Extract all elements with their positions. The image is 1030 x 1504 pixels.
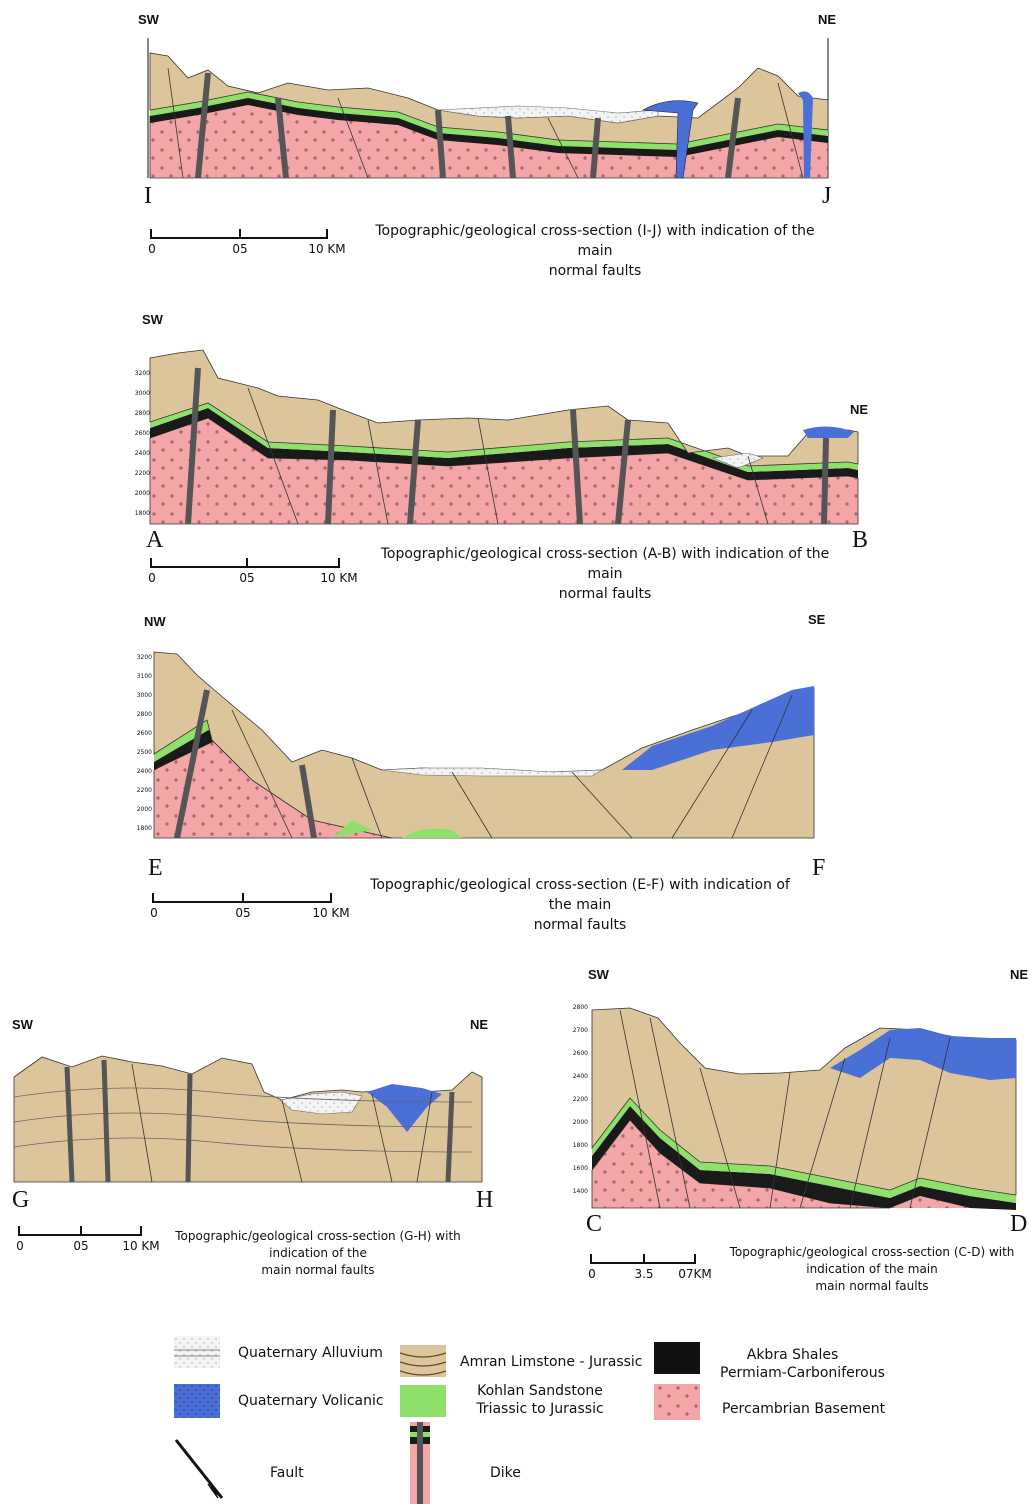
legend-volcanic-label: Quaternary Volicanic: [238, 1393, 384, 1409]
ef-scale-bar: 0 05 10 KM: [150, 893, 350, 923]
ab-axis-ticks: 3200 3000 2800 2600 2400 2200 2000 1800: [134, 370, 150, 517]
cd-scale-bar: 0 3.5 07KM: [588, 1254, 712, 1284]
legend-basement-swatch: [654, 1384, 700, 1420]
fault-symbol-icon: [174, 1439, 224, 1499]
ij-scale-label-0: 0: [148, 242, 156, 256]
cross-section-cd: [591, 1007, 1017, 1210]
legend-kohlan-swatch: [400, 1385, 446, 1417]
ab-right-direction: NE: [850, 402, 869, 417]
ef-left-direction: NW: [144, 614, 166, 629]
ab-left-endpoint: A: [146, 527, 164, 553]
ef-scale-label-10: 10 KM: [312, 906, 350, 920]
legend-volcanic-swatch: [174, 1384, 220, 1418]
gh-left-direction: SW: [12, 1017, 33, 1032]
ij-right-direction: NE: [818, 12, 837, 27]
ij-left-direction: SW: [138, 12, 159, 27]
ef-left-endpoint: E: [148, 855, 163, 881]
ab-caption: Topographic/geological cross-section (A-…: [380, 546, 830, 602]
ij-scale-label-10: 10 KM: [308, 242, 346, 256]
ij-right-endpoint: J: [822, 183, 832, 209]
cross-section-ab: [149, 349, 859, 525]
ab-scale-bar: 0 05 10 KM: [148, 558, 358, 588]
ab-scale-label-0: 0: [148, 571, 156, 585]
cross-section-gh: [13, 1055, 483, 1183]
legend-fault-label: Fault: [270, 1465, 304, 1481]
gh-scale-label-0: 0: [16, 1239, 24, 1253]
cd-scale-label-7: 07KM: [678, 1267, 712, 1281]
cross-section-ij: [147, 38, 829, 179]
ef-scale-label-0: 0: [150, 906, 158, 920]
legend-alluvium-label: Quaternary Alluvium: [238, 1345, 383, 1361]
legend-alluvium-swatch: [174, 1336, 220, 1368]
gh-scale-label-5: 05: [73, 1239, 89, 1253]
cd-right-endpoint: D: [1010, 1211, 1028, 1237]
legend-amran-swatch: [400, 1345, 446, 1377]
legend-akbra-label: Akbra Shales Permiam-Carboniferous: [720, 1347, 885, 1381]
ij-left-endpoint: I: [144, 183, 152, 209]
cd-left-endpoint: C: [586, 1211, 603, 1237]
legend-basement-label: Percambrian Basement: [722, 1401, 886, 1417]
legend-amran-label: Amran Limstone - Jurassic: [460, 1354, 643, 1370]
cd-axis-ticks: 2800 2700 2600 2400 2200 2000 1800 1600 1400: [572, 1004, 588, 1195]
cross-section-ef: [153, 651, 815, 839]
ef-axis-ticks: 3200 3100 3000 2800 2600 2500 2400 2200 2000 1800: [136, 654, 152, 832]
gh-scale-label-10: 10 KM: [122, 1239, 160, 1253]
ef-caption: Topographic/geological cross-section (E-…: [370, 877, 790, 933]
dike-symbol-icon: [410, 1422, 430, 1504]
gh-caption: Topographic/geological cross-section (G-…: [175, 1229, 461, 1277]
ij-scale-bar: 0 05 10 KM: [148, 229, 346, 259]
ef-right-direction: SE: [808, 612, 826, 627]
ef-right-endpoint: F: [812, 855, 826, 881]
ij-caption: Topographic/geological cross-section (I-…: [375, 223, 815, 279]
gh-right-endpoint: H: [476, 1187, 494, 1213]
gh-scale-bar: 0 05 10 KM: [16, 1226, 160, 1256]
legend-dike-label: Dike: [490, 1465, 521, 1481]
ab-scale-label-10: 10 KM: [320, 571, 358, 585]
ab-right-endpoint: B: [852, 527, 869, 553]
cd-right-direction: NE: [1010, 967, 1029, 982]
ij-scale-label-5: 05: [232, 242, 248, 256]
cd-scale-label-35: 3.5: [634, 1267, 654, 1281]
cd-left-direction: SW: [588, 967, 609, 982]
ef-scale-label-5: 05: [235, 906, 251, 920]
gh-left-endpoint: G: [12, 1187, 30, 1213]
ab-scale-label-5: 05: [239, 571, 255, 585]
gh-right-direction: NE: [470, 1017, 489, 1032]
cd-scale-label-0: 0: [588, 1267, 596, 1281]
cd-caption: Topographic/geological cross-section (C-…: [729, 1245, 1015, 1293]
legend-kohlan-label: Kohlan Sandstone Triassic to Jurassic: [476, 1383, 604, 1417]
legend-akbra-swatch: [654, 1342, 700, 1374]
ab-left-direction: SW: [142, 312, 163, 327]
